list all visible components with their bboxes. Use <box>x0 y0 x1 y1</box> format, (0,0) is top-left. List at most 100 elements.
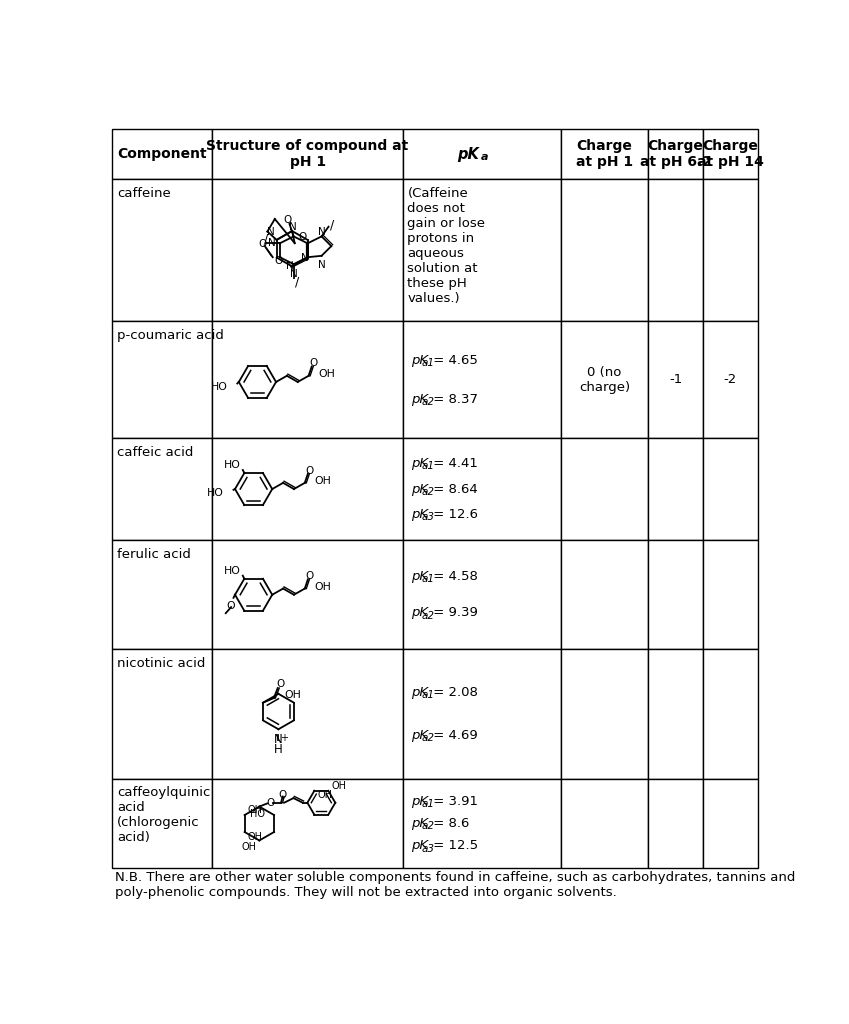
Text: pK: pK <box>411 392 428 406</box>
Text: a1: a1 <box>421 574 435 585</box>
Bar <box>561 649 648 779</box>
Text: N: N <box>318 260 326 269</box>
Text: a1: a1 <box>421 690 435 700</box>
Bar <box>703 438 758 540</box>
Text: a2: a2 <box>421 733 435 743</box>
Text: = 4.69: = 4.69 <box>430 729 478 742</box>
Text: N: N <box>267 226 274 237</box>
Text: a3: a3 <box>421 512 435 522</box>
Bar <box>212 779 402 868</box>
Text: pK: pK <box>411 686 428 699</box>
Text: nicotinic acid: nicotinic acid <box>117 657 205 670</box>
Text: = 8.6: = 8.6 <box>430 817 469 830</box>
Text: Component: Component <box>117 147 207 161</box>
Text: Charge
at pH 1: Charge at pH 1 <box>576 139 633 169</box>
Bar <box>402 179 561 322</box>
Bar <box>402 649 561 779</box>
Text: caffeine: caffeine <box>117 187 171 200</box>
Text: Charge
at pH 14: Charge at pH 14 <box>697 139 764 169</box>
Text: HO: HO <box>207 487 224 498</box>
Text: HO: HO <box>224 566 241 577</box>
Text: pK: pK <box>411 570 428 583</box>
Bar <box>402 540 561 649</box>
Text: caffeic acid: caffeic acid <box>117 445 194 459</box>
Text: a3: a3 <box>421 844 435 854</box>
Bar <box>648 179 703 322</box>
Text: = 12.5: = 12.5 <box>430 840 479 852</box>
Text: O: O <box>306 466 313 475</box>
Bar <box>561 322 648 438</box>
Text: N: N <box>318 226 326 237</box>
Bar <box>703 779 758 868</box>
Text: O: O <box>276 679 284 689</box>
Text: -2: -2 <box>724 373 737 386</box>
Text: OH: OH <box>331 781 346 792</box>
Bar <box>212 129 402 179</box>
Bar <box>112 179 212 322</box>
Bar <box>112 129 212 179</box>
Text: pK: pK <box>457 146 479 162</box>
Bar <box>212 179 402 322</box>
Text: /: / <box>329 219 334 231</box>
Bar <box>402 438 561 540</box>
Text: N: N <box>274 733 283 746</box>
Text: O: O <box>309 358 318 369</box>
Text: p-coumaric acid: p-coumaric acid <box>117 329 224 342</box>
Text: = 8.64: = 8.64 <box>430 482 478 496</box>
Bar <box>561 129 648 179</box>
Bar <box>402 322 561 438</box>
Bar <box>112 438 212 540</box>
Bar <box>648 129 703 179</box>
Bar <box>703 649 758 779</box>
Text: pK: pK <box>411 729 428 742</box>
Text: O: O <box>227 600 235 610</box>
Text: = 8.37: = 8.37 <box>430 392 479 406</box>
Text: a: a <box>481 152 488 162</box>
Text: N: N <box>268 239 276 249</box>
Bar <box>402 129 561 179</box>
Bar <box>648 540 703 649</box>
Text: = 9.39: = 9.39 <box>430 606 478 620</box>
Text: OH: OH <box>248 831 262 842</box>
Text: a2: a2 <box>421 821 435 831</box>
Text: O: O <box>306 571 313 582</box>
Bar <box>112 322 212 438</box>
Text: N: N <box>289 222 297 232</box>
Text: = 2.08: = 2.08 <box>430 686 478 699</box>
Text: ferulic acid: ferulic acid <box>117 548 191 561</box>
Text: OH: OH <box>314 476 331 486</box>
Text: -1: -1 <box>669 373 683 386</box>
Text: O: O <box>266 798 274 808</box>
Text: Charge
at pH 6.2: Charge at pH 6.2 <box>639 139 711 169</box>
Bar <box>112 540 212 649</box>
Bar <box>561 179 648 322</box>
Text: OH: OH <box>314 582 331 592</box>
Text: HO: HO <box>211 382 228 391</box>
Text: H: H <box>274 743 283 756</box>
Text: /: / <box>295 275 299 289</box>
Text: = 12.6: = 12.6 <box>430 508 479 521</box>
Text: O: O <box>259 240 267 250</box>
Text: O: O <box>274 256 283 266</box>
Text: OH: OH <box>241 842 256 852</box>
Text: OH: OH <box>248 806 262 815</box>
Text: OH: OH <box>318 370 335 379</box>
Text: a2: a2 <box>421 396 435 407</box>
Text: a1: a1 <box>421 461 435 471</box>
Text: OH: OH <box>318 791 333 801</box>
Text: +: + <box>280 733 288 743</box>
Bar <box>212 438 402 540</box>
Text: OH: OH <box>284 690 301 700</box>
Bar <box>703 540 758 649</box>
Text: HO: HO <box>224 461 241 470</box>
Text: pK: pK <box>411 606 428 620</box>
Text: O: O <box>278 791 287 800</box>
Bar <box>648 779 703 868</box>
Text: N.B. There are other water soluble components found in caffeine, such as carbohy: N.B. There are other water soluble compo… <box>115 871 796 899</box>
Bar <box>212 649 402 779</box>
Text: O: O <box>284 215 292 225</box>
Text: pK: pK <box>411 457 428 470</box>
Text: pK: pK <box>411 353 428 367</box>
Text: pK: pK <box>411 482 428 496</box>
Text: N: N <box>301 253 309 262</box>
